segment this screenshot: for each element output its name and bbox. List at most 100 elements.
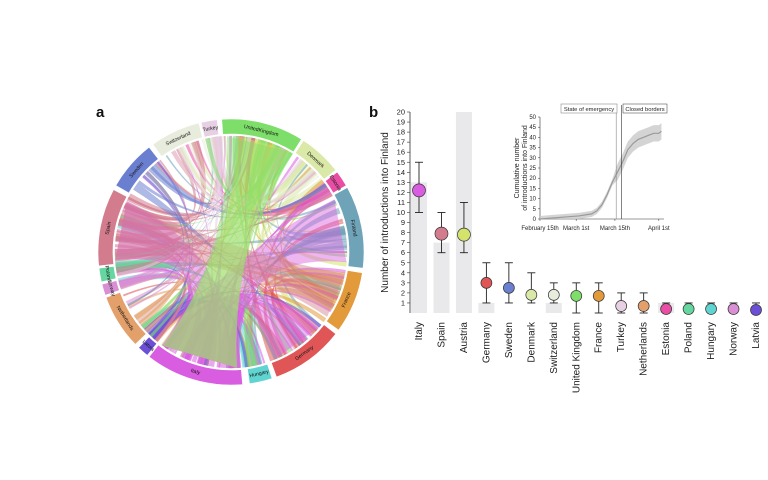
data-point <box>705 303 717 315</box>
background-bar <box>478 302 495 313</box>
x-tick-label: Austria <box>459 322 470 354</box>
data-point <box>434 226 449 241</box>
sector-label: Hungary <box>249 369 270 379</box>
chord-ribbon <box>245 287 335 367</box>
data-point <box>637 300 650 312</box>
chord-ribbon <box>115 171 317 243</box>
data-point <box>570 290 583 302</box>
data-point <box>480 277 493 289</box>
x-tick-label: Switzerland <box>549 322 560 374</box>
chord-ribbon <box>177 147 337 303</box>
chord-ribbon <box>114 251 348 258</box>
chord-ribbon <box>120 147 197 226</box>
inset-y-axis-label: of introductions into Finland <box>522 125 529 211</box>
x-tick-label: Estonia <box>661 322 672 356</box>
inset-x-tick-label: March 1st <box>563 226 590 232</box>
sector-switzerland <box>152 122 203 157</box>
chord-ribbon <box>114 182 327 260</box>
chord-inner-ring <box>113 134 349 370</box>
chord-ribbon <box>114 151 294 258</box>
chord-ribbon <box>127 288 251 367</box>
chord-ribbon <box>258 141 340 296</box>
chord-ribbon <box>144 141 270 333</box>
inset-y-tick-label: 40 <box>529 135 536 141</box>
x-tick-label: United Kingdom <box>571 322 582 393</box>
y-tick-label: 12 <box>397 188 405 197</box>
chord-ribbon <box>201 267 346 366</box>
chord-ribbon <box>279 207 341 328</box>
chord-group: AustriaDenmarkEstoniaFinlandFranceGerman… <box>97 118 365 386</box>
data-point <box>525 289 538 301</box>
sector-label: Spain <box>104 221 112 235</box>
chord-ribbon <box>276 163 347 243</box>
sector-germany <box>270 324 337 378</box>
data-point <box>547 289 560 301</box>
y-tick-label: 7 <box>401 238 405 247</box>
chord-ribbon <box>162 199 347 368</box>
x-tick-label: Netherlands <box>639 322 650 376</box>
sector-unitedkingdom <box>221 118 302 153</box>
chord-ribbon <box>116 264 344 287</box>
inset-y-tick-label: 15 <box>529 186 536 192</box>
chord-ribbon <box>214 136 304 202</box>
sector-finland <box>333 187 365 269</box>
chord-ribbon <box>188 136 250 197</box>
chord-ribbons <box>114 135 348 369</box>
panel-label-b: b <box>369 104 379 121</box>
y-tick-label: 18 <box>397 128 405 137</box>
chord-ribbon <box>115 201 345 317</box>
y-tick-label: 5 <box>401 258 405 267</box>
x-tick-label: Latvia <box>751 322 762 349</box>
chord-ribbon <box>133 182 304 347</box>
closed-borders-label: Closed borders <box>625 107 664 113</box>
chord-ribbon <box>127 136 244 216</box>
inset-median-line <box>539 130 662 220</box>
chord-ribbon <box>265 182 328 356</box>
chord-ribbon <box>119 271 178 306</box>
chord-ribbon <box>114 185 328 255</box>
chord-ribbon <box>137 180 327 218</box>
sector-label: Norway <box>105 278 116 297</box>
chord-ribbon <box>150 300 250 368</box>
sector-turkey <box>200 119 219 138</box>
x-tick-label: Sweden <box>504 322 515 358</box>
data-point <box>682 303 695 315</box>
chord-ribbon <box>249 139 283 199</box>
inset-x-tick-label: March 15th <box>600 226 630 232</box>
x-tick-label: Poland <box>684 322 695 353</box>
inset-y-tick-label: 5 <box>533 207 537 213</box>
x-tick-label: France <box>594 322 605 354</box>
y-tick-label: 6 <box>401 248 405 257</box>
inset-y-tick-label: 30 <box>529 156 536 162</box>
background-bar <box>411 182 427 313</box>
y-tick-label: 19 <box>397 118 405 127</box>
chord-ribbon <box>114 140 206 257</box>
y-tick-label: 8 <box>401 228 405 237</box>
y-tick-label: 13 <box>397 178 405 187</box>
chord-ribbon <box>127 174 185 307</box>
inset-y-tick-label: 0 <box>533 217 537 223</box>
chord-ribbon <box>205 137 282 198</box>
sector-netherlands <box>105 291 147 345</box>
y-tick-label: 10 <box>397 208 405 217</box>
sector-label: Italy <box>190 368 201 377</box>
chord-ribbon <box>148 136 251 205</box>
sector-label: France <box>341 291 353 308</box>
y-tick-label: 1 <box>401 298 405 307</box>
chord-ribbon <box>218 147 286 369</box>
data-point <box>592 290 605 302</box>
inset-y-tick-label: 10 <box>529 197 536 203</box>
panel-label-a: a <box>96 104 105 121</box>
data-point <box>660 303 672 315</box>
x-tick-label: Norway <box>729 322 740 356</box>
sector-france <box>326 270 363 331</box>
y-tick-label: 2 <box>401 288 405 297</box>
chord-ribbon <box>205 137 296 351</box>
sector-sweden <box>115 146 159 194</box>
chord-ribbon <box>162 136 289 368</box>
data-point <box>412 183 426 198</box>
chord-ribbon <box>149 148 288 338</box>
chord-ribbon <box>162 136 286 368</box>
sector-label: Poland <box>103 265 112 282</box>
